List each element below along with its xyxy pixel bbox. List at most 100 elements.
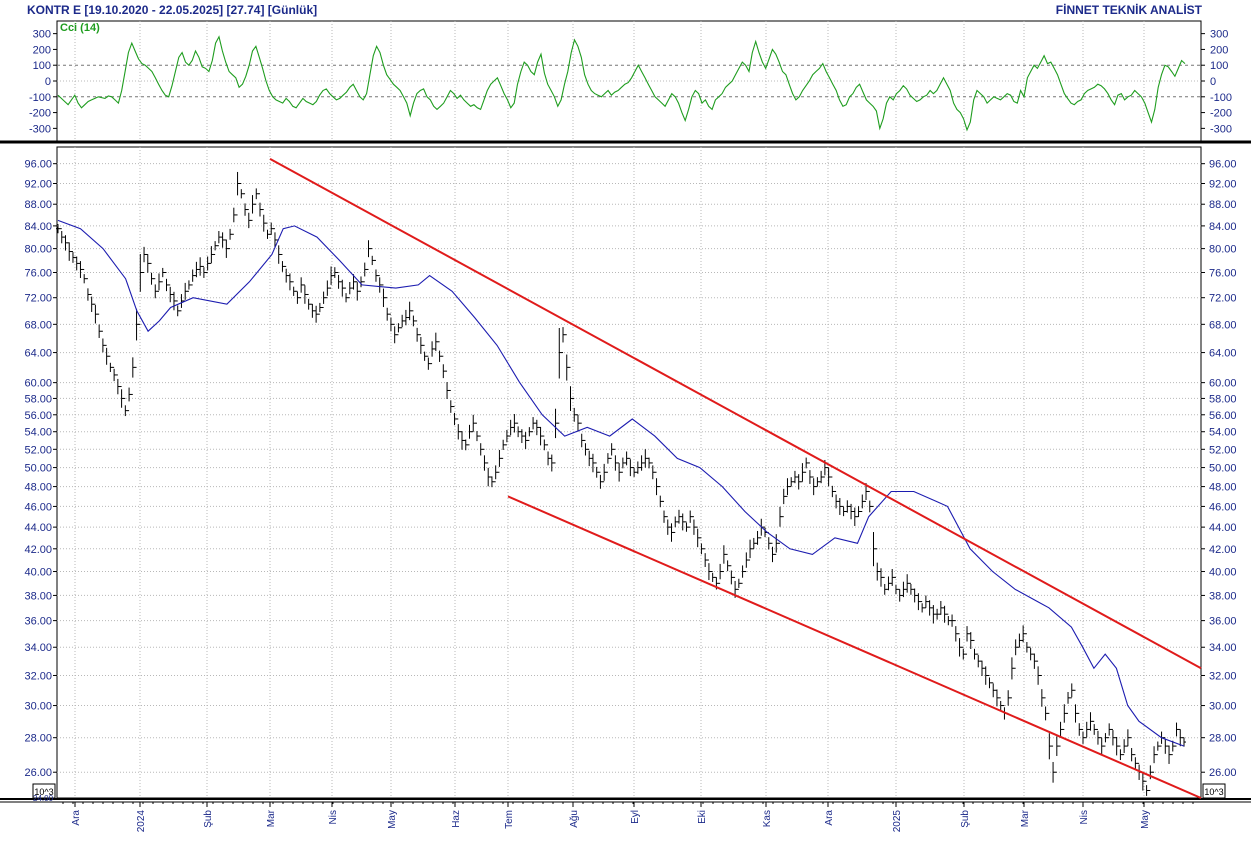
price-bar (849, 503, 854, 520)
cci-right-tick-label: 100 (1210, 60, 1228, 72)
price-right-tick-label: 44.00 (1209, 522, 1237, 534)
cci-right-tick-label: 300 (1210, 29, 1228, 41)
price-right-tick-label: 42.00 (1209, 544, 1237, 556)
price-bar (1182, 737, 1186, 747)
price-bar (938, 600, 943, 615)
price-left-tick-label: 88.00 (24, 199, 52, 211)
price-left-tick-label: 54.00 (24, 427, 52, 439)
price-bar (74, 256, 79, 271)
cci-left-tick-label: -100 (29, 92, 51, 104)
x-tick-label: Ara (824, 810, 835, 826)
price-bar (871, 505, 876, 567)
price-left-tick-label: 60.00 (24, 378, 52, 390)
price-bar (157, 273, 162, 292)
price-bar (89, 293, 94, 312)
price-bar (272, 228, 277, 248)
price-bar (448, 389, 453, 413)
price-bar (216, 231, 221, 247)
price-bar (729, 565, 734, 585)
price-bar (583, 439, 588, 456)
price-bar (1155, 741, 1160, 756)
price-bar (209, 246, 214, 264)
price-left-tick-label: 32.00 (24, 670, 52, 682)
price-bar (426, 355, 431, 370)
price-bar (254, 188, 259, 205)
chart-header: KONTR E [19.10.2020 - 22.05.2025] [27.74… (0, 0, 1251, 18)
price-bar (684, 521, 689, 532)
x-tick-label: Ağu (569, 810, 580, 828)
price-bar (445, 370, 450, 400)
price-bar (373, 259, 378, 282)
price-bar (299, 277, 304, 299)
price-bar (59, 228, 64, 244)
price-right-tick-label: 58.00 (1209, 393, 1237, 405)
price-bar (340, 279, 345, 297)
price-bar (953, 620, 958, 642)
price-right-tick-label: 48.00 (1209, 482, 1237, 494)
price-bar (1058, 721, 1063, 747)
price-panel-frame (56, 146, 1202, 799)
price-bar (67, 242, 72, 261)
price-bar (718, 563, 723, 584)
price-bar (1174, 722, 1179, 747)
price-bar (568, 366, 573, 411)
price-bar (403, 309, 408, 326)
price-bar (983, 666, 988, 685)
price-bar (359, 276, 364, 292)
x-tick-label: Mar (1020, 809, 1031, 827)
price-bar (100, 330, 105, 353)
price-bar (927, 600, 932, 616)
price-left-tick-label: 76.00 (24, 268, 52, 280)
cci-line (57, 35, 1186, 132)
price-bar (800, 463, 805, 483)
price-bar (78, 261, 83, 278)
price-bar (460, 431, 465, 450)
price-bar (680, 513, 685, 531)
price-bar (108, 355, 113, 372)
price-bar (258, 193, 263, 217)
price-bar (531, 417, 536, 433)
price-bar (302, 284, 307, 304)
price-bar (777, 506, 782, 544)
price-bar (441, 355, 446, 379)
price-bar (153, 278, 158, 299)
price-bar (1066, 692, 1071, 714)
price-bar (968, 632, 973, 649)
price-bar (912, 588, 917, 603)
price-bar (482, 448, 487, 471)
price-bar (70, 251, 75, 263)
price-left-tick-label: 44.00 (24, 522, 52, 534)
price-bar (280, 253, 285, 272)
price-bar (329, 266, 334, 289)
price-left-tick-label: 96.00 (24, 159, 52, 171)
price-bar (673, 516, 678, 533)
price-left-tick-label: 48.00 (24, 482, 52, 494)
price-bar (534, 419, 539, 436)
price-bar (935, 608, 940, 620)
price-bar (205, 256, 210, 274)
instrument-title: KONTR E [19.10.2020 - 22.05.2025] [27.74… (27, 3, 318, 17)
price-bar (647, 457, 652, 469)
price-right-tick-label: 34.00 (1209, 642, 1237, 654)
price-bar (538, 426, 543, 446)
price-bar (1036, 660, 1041, 685)
price-bar (965, 626, 970, 655)
price-bar (665, 516, 670, 535)
x-tick-label: Mar (266, 809, 277, 827)
price-bar (228, 228, 233, 250)
x-tick-label: May (1140, 810, 1151, 829)
price-bar (142, 246, 147, 274)
price-bar (422, 344, 427, 361)
price-bar (471, 414, 476, 433)
x-tick-label: Eyl (630, 810, 641, 824)
cci-right-tick-label: 0 (1210, 76, 1216, 88)
price-bar (265, 222, 270, 239)
price-bar (572, 397, 577, 422)
price-right-tick-label: 60.00 (1209, 378, 1237, 390)
price-bar (1047, 712, 1052, 760)
price-bar (542, 435, 547, 451)
price-left-tick-label: 80.00 (24, 244, 52, 256)
price-bar (837, 498, 842, 515)
price-bar (897, 588, 902, 602)
price-left-tick-label: 36.00 (24, 616, 52, 628)
